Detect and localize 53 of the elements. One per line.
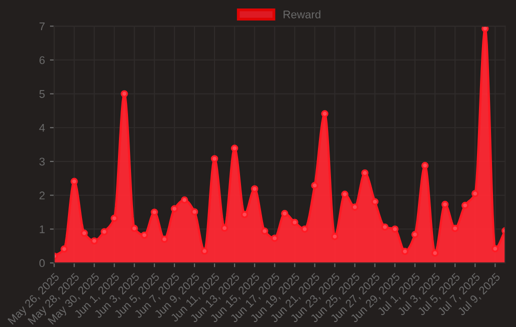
point <box>251 185 258 192</box>
point <box>100 228 108 236</box>
point <box>230 144 238 152</box>
point <box>411 230 419 238</box>
point <box>70 178 78 186</box>
point <box>361 169 368 177</box>
y-tick-label: 1 <box>40 225 45 234</box>
point <box>421 162 429 170</box>
point <box>200 247 208 255</box>
point <box>210 155 218 162</box>
point <box>391 225 399 233</box>
point <box>90 237 98 245</box>
point <box>80 230 88 237</box>
point <box>261 228 268 235</box>
point <box>431 249 439 257</box>
point <box>351 203 358 211</box>
point <box>291 218 298 226</box>
point <box>311 182 318 190</box>
y-tick-label: 4 <box>39 124 45 132</box>
y-tick-label: 3 <box>39 158 45 166</box>
point <box>160 236 168 243</box>
legend-label: Reward <box>284 10 320 18</box>
point <box>331 232 338 240</box>
point <box>321 110 328 118</box>
point <box>371 198 378 206</box>
point <box>150 208 158 216</box>
point <box>120 90 128 98</box>
y-tick-label: 6 <box>40 56 45 64</box>
point <box>60 245 68 253</box>
point <box>441 200 449 208</box>
y-tick-label: 5 <box>39 90 45 98</box>
y-tick-label: 0 <box>39 259 45 268</box>
point <box>190 208 198 216</box>
point <box>110 214 118 222</box>
point <box>492 245 499 252</box>
point <box>471 190 479 198</box>
point <box>301 225 308 233</box>
point <box>381 223 389 231</box>
point <box>451 224 459 232</box>
point <box>281 210 288 218</box>
point <box>220 224 228 232</box>
y-tick-label: 7 <box>40 22 45 30</box>
point <box>271 234 278 242</box>
point <box>461 202 469 210</box>
point <box>482 26 489 32</box>
point <box>180 196 188 204</box>
y-tick-label: 2 <box>40 192 45 200</box>
point <box>140 232 148 239</box>
point <box>170 205 178 212</box>
point <box>341 190 348 198</box>
point <box>130 224 138 232</box>
point <box>240 210 248 218</box>
point <box>401 248 409 256</box>
